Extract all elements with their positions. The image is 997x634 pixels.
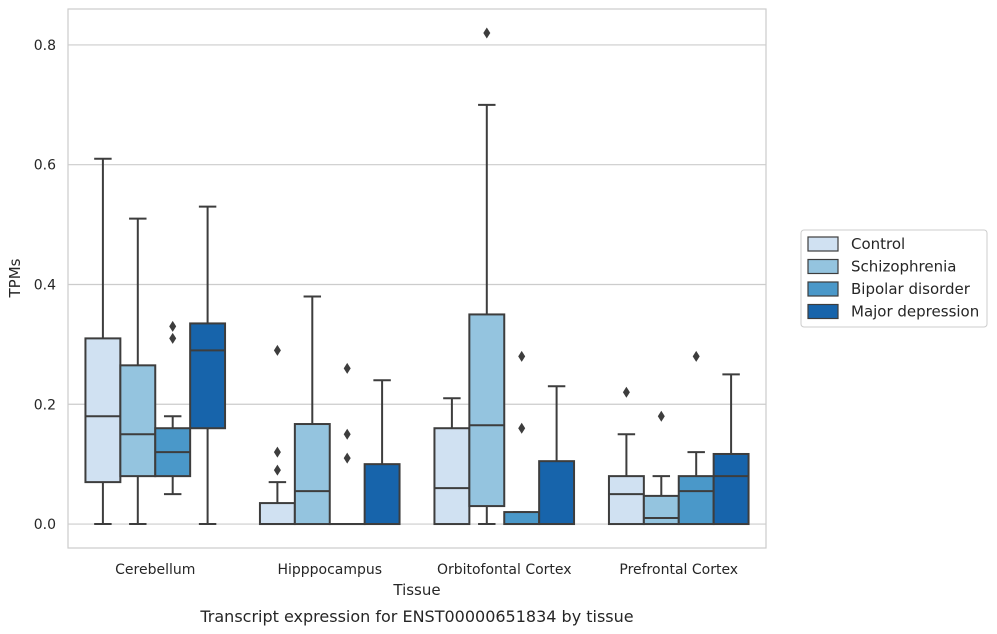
outlier-point — [692, 350, 700, 362]
box-body — [607, 475, 645, 526]
legend-label: Bipolar disorder — [851, 280, 971, 298]
y-tick-label: 0.2 — [34, 397, 56, 413]
outlier-point — [518, 350, 526, 362]
box-body — [189, 322, 227, 430]
legend-swatch — [807, 303, 839, 320]
outlier-point — [622, 386, 630, 398]
outlier-point — [483, 27, 491, 39]
outlier-point — [657, 410, 665, 422]
outlier-point — [518, 422, 526, 434]
box-body — [363, 463, 401, 526]
box-bipolar-disorder — [328, 362, 366, 526]
box-major-depression — [189, 205, 227, 526]
legend-label: Control — [851, 235, 905, 253]
box-body — [468, 313, 506, 508]
x-tick-label: Orbitofontal Cortex — [437, 562, 572, 578]
x-tick-label: Prefrontal Cortex — [619, 562, 738, 578]
legend-frame — [800, 229, 988, 328]
y-tick-label: 0.0 — [34, 517, 56, 533]
box-schizophrenia — [293, 295, 331, 526]
box-bipolar-disorder — [677, 350, 715, 526]
y-tick-label: 0.8 — [34, 38, 56, 54]
box-schizophrenia — [642, 410, 680, 526]
outlier-point — [273, 446, 281, 458]
x-tick-label: Cerebellum — [115, 562, 195, 578]
box-major-depression — [363, 379, 401, 526]
box-body — [433, 427, 471, 526]
x-axis-label: Tissue — [392, 581, 440, 599]
outlier-point — [273, 344, 281, 356]
outlier-point — [343, 428, 351, 440]
box-body — [677, 475, 715, 526]
box-bipolar-disorder — [503, 350, 541, 526]
box-body — [712, 452, 750, 526]
outlier-point — [169, 320, 177, 332]
plot-frame — [67, 8, 767, 549]
y-tick-label: 0.4 — [34, 277, 56, 293]
box-body — [293, 423, 331, 526]
legend-label: Major depression — [851, 303, 979, 321]
legend-swatch — [807, 236, 839, 252]
outlier-point — [343, 452, 351, 464]
box-schizophrenia — [119, 217, 157, 526]
legend-swatch — [807, 258, 839, 275]
x-tick-label: Hipppocampus — [277, 562, 382, 578]
box-series — [84, 27, 750, 526]
box-control — [84, 157, 122, 526]
legend-swatch — [807, 281, 839, 297]
box-body — [642, 494, 680, 526]
x-tick-labels: Cerebellum Hipppocampus Orbitofontal Corte… — [115, 562, 738, 578]
box-body — [538, 460, 576, 526]
legend-items: Control Schizophrenia Bipolar disorder Majo… — [807, 235, 979, 321]
box-major-depression — [538, 385, 576, 526]
legend: Control Schizophrenia Bipolar disorder Majo… — [800, 229, 988, 328]
outlier-point — [169, 332, 177, 344]
box-major-depression — [712, 373, 750, 526]
chart-caption: Transcript expression for ENST0000065183… — [199, 607, 633, 626]
outlier-point — [273, 464, 281, 476]
box-bipolar-disorder — [154, 320, 192, 496]
legend-label: Schizophrenia — [851, 258, 956, 276]
box-schizophrenia — [468, 27, 506, 526]
box-body — [503, 511, 541, 526]
box-body — [258, 502, 296, 526]
box-body — [119, 364, 157, 478]
y-tick-label: 0.6 — [34, 158, 56, 174]
y-axis-label: TPMs — [6, 258, 24, 298]
box-control — [258, 344, 296, 526]
y-tick-labels: 0.0 0.2 0.4 0.6 0.8 — [34, 38, 56, 533]
box-control — [433, 397, 471, 526]
box-body — [84, 337, 122, 484]
box-control — [607, 386, 645, 526]
outlier-point — [343, 362, 351, 374]
